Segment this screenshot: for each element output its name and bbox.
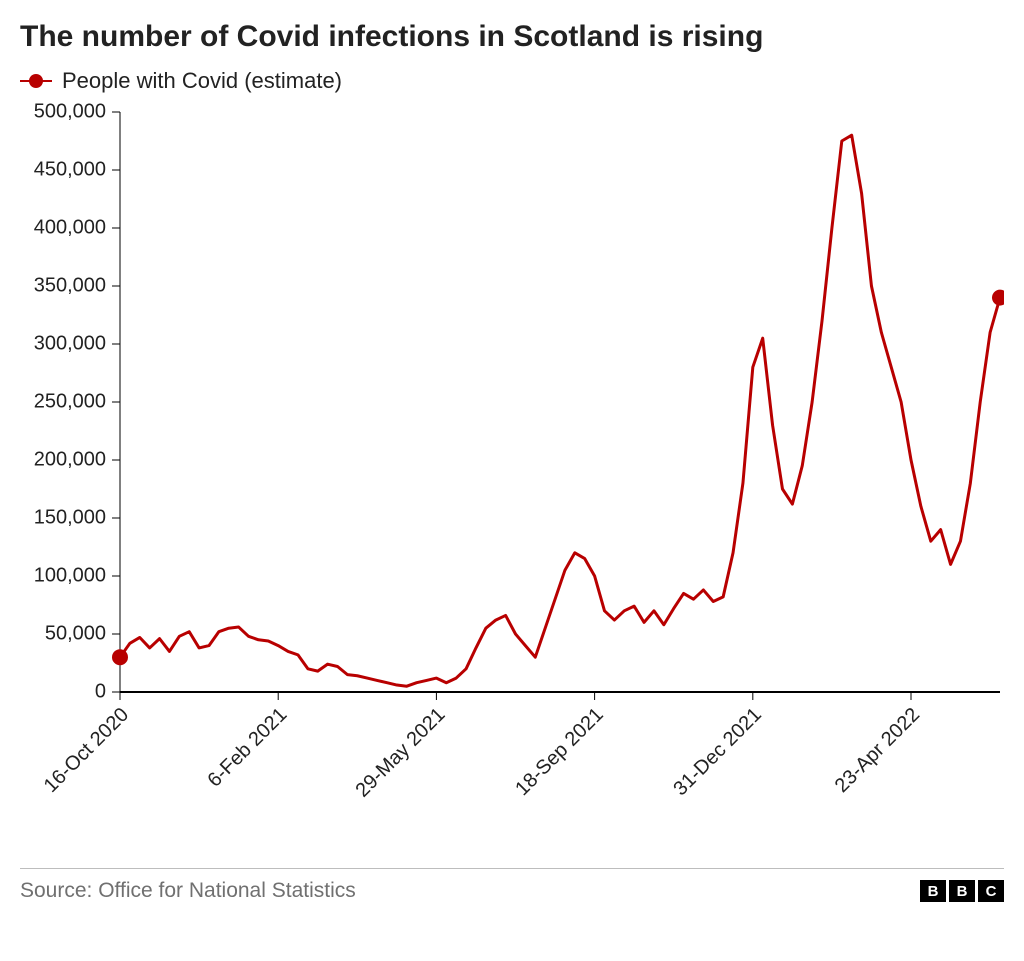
svg-text:400,000: 400,000	[34, 216, 106, 238]
bbc-logo-block: C	[978, 880, 1004, 902]
legend-label: People with Covid (estimate)	[62, 68, 342, 94]
source-label: Source: Office for National Statistics	[20, 879, 356, 903]
svg-text:250,000: 250,000	[34, 390, 106, 412]
footer: Source: Office for National Statistics B…	[20, 868, 1004, 903]
svg-text:0: 0	[95, 680, 106, 702]
chart-svg: 0 50,000 100,000 150,000 200,000 250,000 300,0…	[20, 102, 1004, 842]
legend: People with Covid (estimate)	[20, 68, 1004, 94]
bbc-logo: BBC	[920, 880, 1004, 902]
svg-text:300,000: 300,000	[34, 332, 106, 354]
svg-text:200,000: 200,000	[34, 448, 106, 470]
legend-marker-icon	[20, 80, 52, 82]
svg-text:50,000: 50,000	[45, 622, 106, 644]
svg-text:500,000: 500,000	[34, 102, 106, 122]
svg-text:350,000: 350,000	[34, 274, 106, 296]
chart-title: The number of Covid infections in Scotla…	[20, 20, 1004, 54]
line-chart: 0 50,000 100,000 150,000 200,000 250,000 300,0…	[20, 102, 1004, 842]
bbc-logo-block: B	[920, 880, 946, 902]
svg-text:150,000: 150,000	[34, 506, 106, 528]
bbc-logo-block: B	[949, 880, 975, 902]
svg-text:450,000: 450,000	[34, 158, 106, 180]
chart-container: The number of Covid infections in Scotla…	[0, 0, 1024, 961]
svg-text:100,000: 100,000	[34, 564, 106, 586]
